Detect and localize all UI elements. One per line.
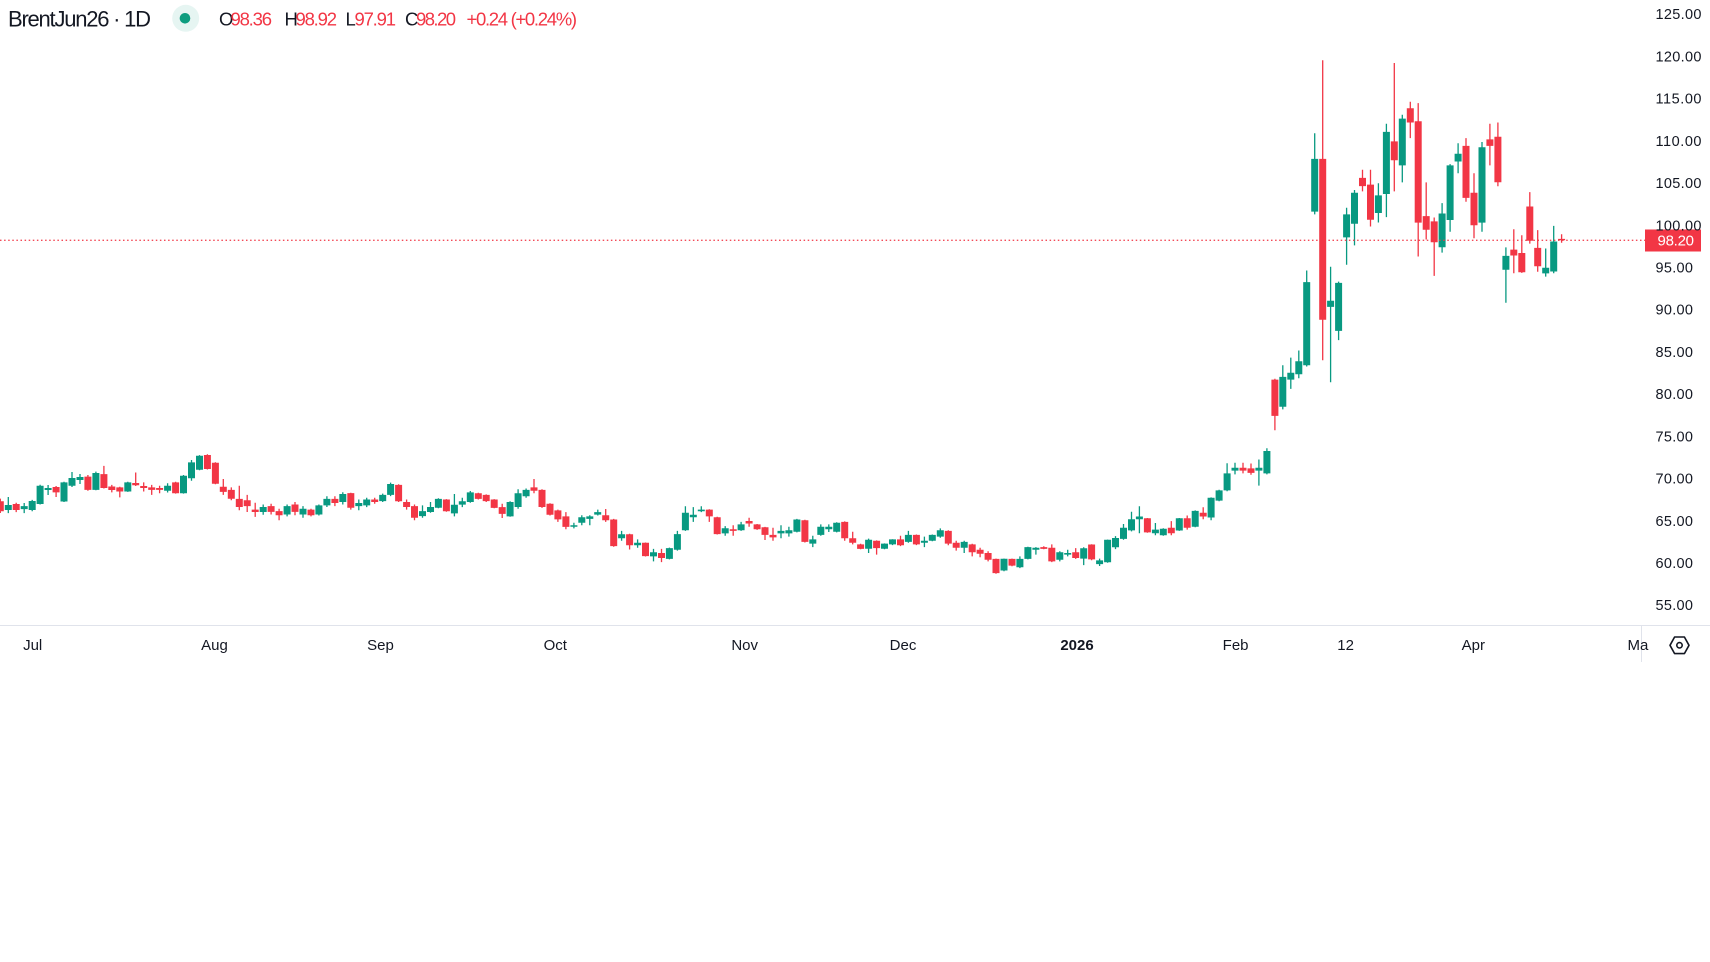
svg-text:Ma: Ma bbox=[1628, 637, 1649, 654]
svg-text:O: O bbox=[219, 9, 233, 30]
svg-text:70.00: 70.00 bbox=[1656, 472, 1694, 488]
svg-text:H: H bbox=[285, 9, 298, 30]
svg-text:BrentJun26 · 1D: BrentJun26 · 1D bbox=[8, 7, 151, 32]
svg-text:Sep: Sep bbox=[367, 637, 394, 654]
svg-text:75.00: 75.00 bbox=[1656, 429, 1694, 445]
svg-text:98.36: 98.36 bbox=[231, 9, 273, 30]
svg-text:Feb: Feb bbox=[1223, 637, 1249, 654]
svg-text:Nov: Nov bbox=[731, 637, 758, 654]
svg-text:90.00: 90.00 bbox=[1656, 303, 1694, 319]
svg-text:110.00: 110.00 bbox=[1656, 134, 1702, 150]
svg-text:2026: 2026 bbox=[1060, 637, 1093, 654]
svg-text:85.00: 85.00 bbox=[1656, 345, 1694, 361]
svg-text:+0.24 (+0.24%): +0.24 (+0.24%) bbox=[467, 9, 578, 30]
svg-text:L: L bbox=[346, 9, 356, 30]
svg-text:98.92: 98.92 bbox=[296, 9, 338, 30]
svg-text:60.00: 60.00 bbox=[1656, 556, 1694, 572]
svg-text:98.20: 98.20 bbox=[416, 9, 456, 30]
svg-text:97.91: 97.91 bbox=[355, 9, 397, 30]
svg-text:Jul: Jul bbox=[23, 637, 42, 654]
svg-text:95.00: 95.00 bbox=[1656, 261, 1694, 277]
svg-text:Aug: Aug bbox=[201, 637, 228, 654]
svg-text:100.00: 100.00 bbox=[1656, 218, 1702, 234]
svg-text:80.00: 80.00 bbox=[1656, 387, 1694, 403]
svg-text:65.00: 65.00 bbox=[1656, 514, 1694, 530]
svg-text:C: C bbox=[405, 9, 418, 30]
svg-text:Oct: Oct bbox=[544, 637, 568, 654]
svg-text:Dec: Dec bbox=[890, 637, 917, 654]
svg-text:105.00: 105.00 bbox=[1656, 176, 1702, 192]
svg-text:98.20: 98.20 bbox=[1658, 233, 1695, 250]
svg-text:125.00: 125.00 bbox=[1656, 7, 1702, 23]
svg-text:12: 12 bbox=[1337, 637, 1354, 654]
svg-text:Apr: Apr bbox=[1462, 637, 1485, 654]
svg-text:120.00: 120.00 bbox=[1656, 49, 1702, 65]
svg-text:55.00: 55.00 bbox=[1656, 598, 1694, 614]
svg-text:115.00: 115.00 bbox=[1656, 92, 1702, 108]
